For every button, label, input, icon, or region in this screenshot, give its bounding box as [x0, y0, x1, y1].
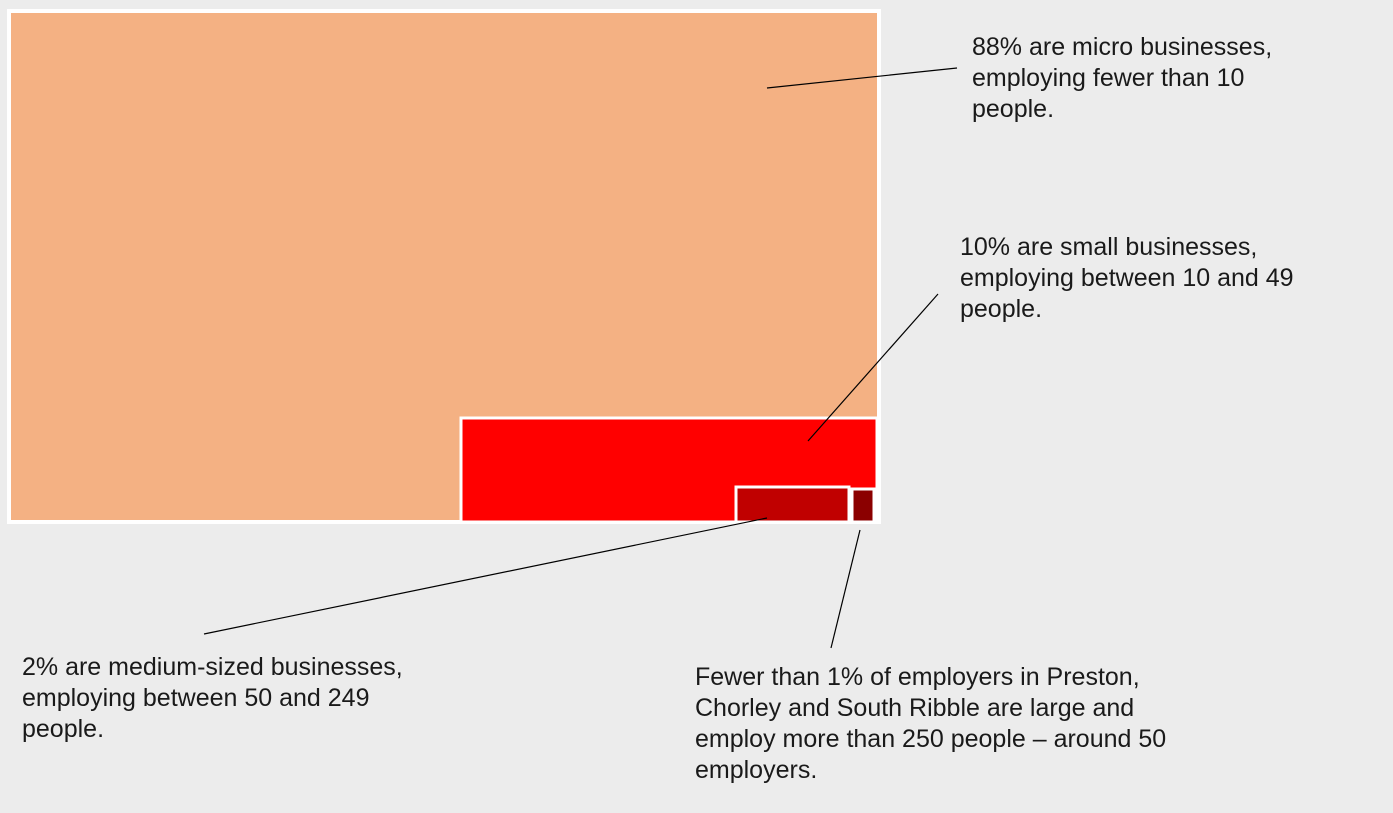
annotation-medium: 2% are medium-sized businesses, employin… — [22, 652, 542, 745]
annotation-large: Fewer than 1% of employers in Preston, C… — [695, 662, 1335, 786]
treemap-rect-large — [852, 489, 874, 522]
leader-line-large — [831, 530, 860, 648]
leader-line-medium — [204, 518, 767, 634]
treemap-rect-medium — [736, 487, 849, 522]
annotation-micro: 88% are micro businesses, employing fewe… — [972, 32, 1382, 125]
annotation-small: 10% are small businesses, employing betw… — [960, 232, 1390, 325]
